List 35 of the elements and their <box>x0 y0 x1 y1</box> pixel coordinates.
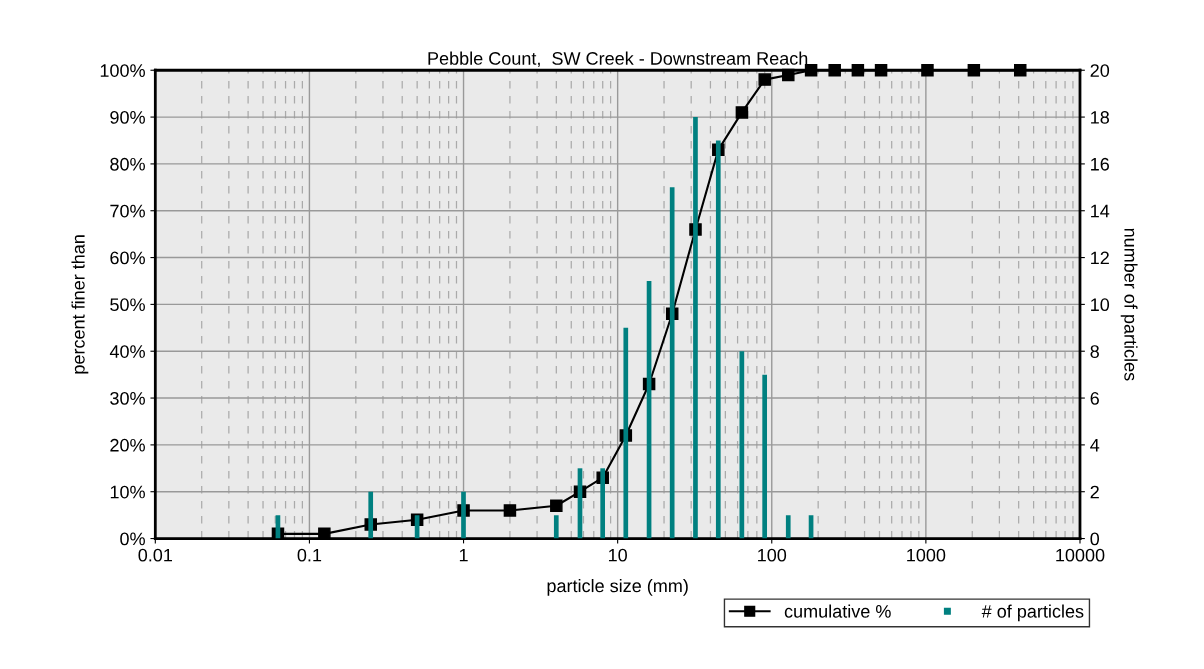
y2-axis-title: number of particles <box>1120 228 1138 381</box>
y-tick-label: 10% <box>110 485 145 499</box>
y2-tick-label: 16 <box>1091 157 1109 171</box>
y-tick-label: 0% <box>120 532 145 546</box>
y-tick-label: 60% <box>110 251 145 265</box>
y-axis-title: percent finer than <box>71 235 89 374</box>
y2-tick-label: 20 <box>1090 64 1110 77</box>
x-tick-label: 1000 <box>907 548 946 562</box>
y-tick-label: 70% <box>110 204 145 218</box>
y-tick-label: 50% <box>110 298 145 312</box>
chart-title: Pebble Count, SW Creek - Downstream Reach <box>428 51 808 67</box>
x-axis-title: particle size (mm) <box>547 578 688 596</box>
y2-tick-label: 0 <box>1090 532 1100 546</box>
x-tick-label: 1 <box>459 548 468 562</box>
x-tick-label: 0.1 <box>297 548 322 562</box>
y-tick-label: 40% <box>109 345 145 358</box>
x-tick-label: 100 <box>758 548 787 562</box>
y2-tick-label: 2 <box>1090 485 1099 499</box>
x-tick-label: 0.01 <box>138 548 173 562</box>
y-tick-label: 20% <box>110 438 145 452</box>
y2-tick-label: 10 <box>1091 298 1110 312</box>
y2-tick-label: 4 <box>1090 439 1100 452</box>
y2-tick-label: 6 <box>1090 391 1099 405</box>
y2-tick-label: 8 <box>1090 345 1099 358</box>
y2-tick-label: 14 <box>1091 204 1110 218</box>
y2-tick-label: 12 <box>1091 251 1109 265</box>
y-tick-label: 100% <box>100 64 145 77</box>
y-tick-label: 80% <box>110 157 145 171</box>
legend-label: # of particles <box>981 604 1084 622</box>
y2-tick-label: 18 <box>1091 111 1110 124</box>
legend-label: cumulative % <box>784 604 891 618</box>
y-tick-label: 30% <box>110 391 145 405</box>
x-tick-label: 10000 <box>1056 548 1105 562</box>
x-tick-label: 10 <box>608 548 627 562</box>
y-tick-label: 90% <box>110 111 145 124</box>
